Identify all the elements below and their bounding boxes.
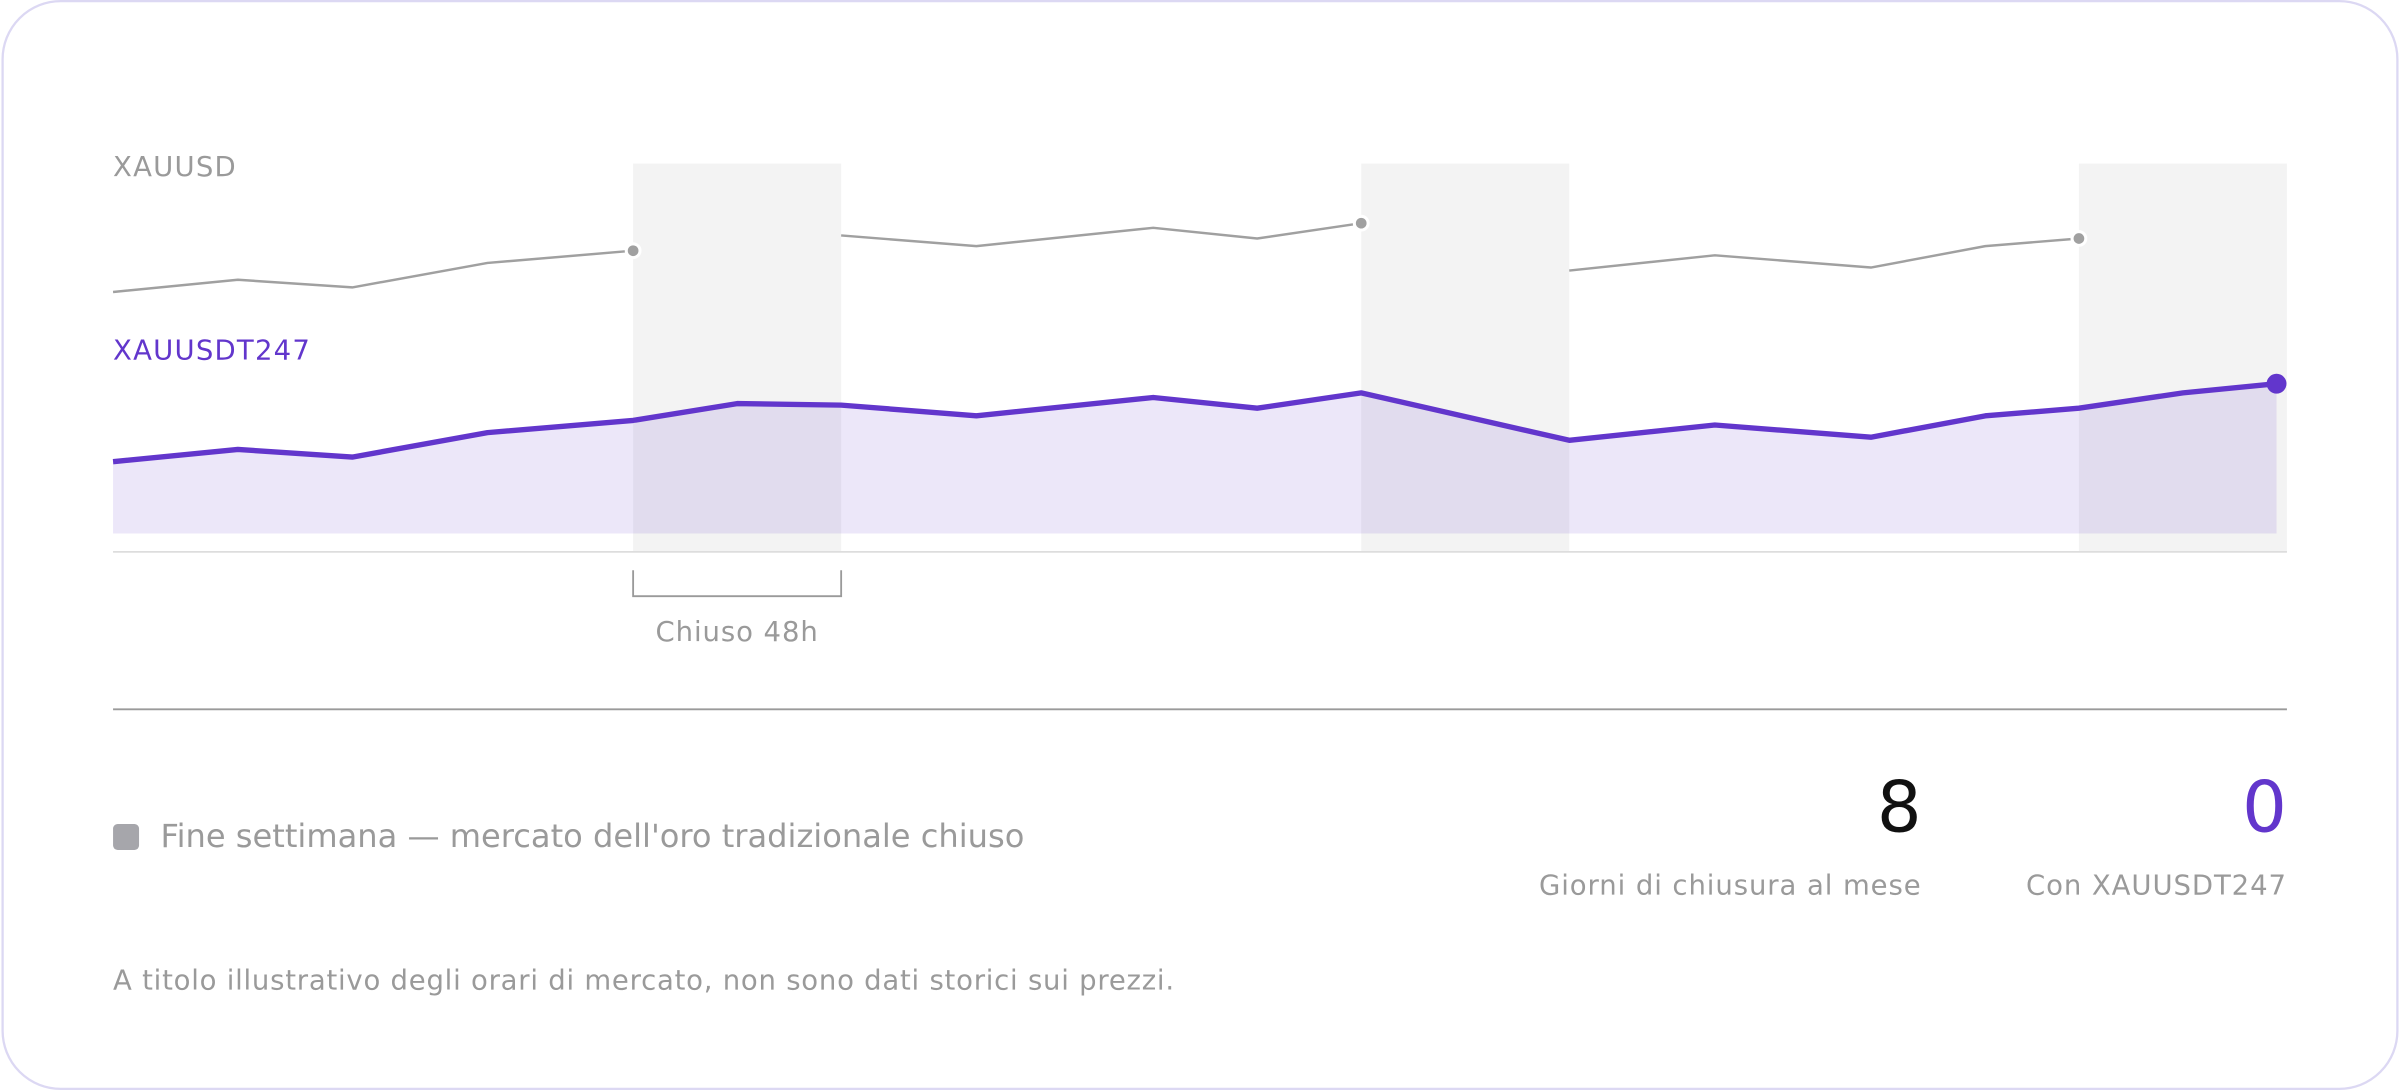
- weekend-band: [2078, 163, 2287, 552]
- stat-label: Con XAUUSDT247: [2026, 870, 2287, 902]
- point: [1352, 214, 1370, 232]
- point: [624, 242, 642, 260]
- bracket: [632, 570, 843, 598]
- point: [2070, 230, 2088, 247]
- point: [2266, 373, 2287, 394]
- legend-swatch: [113, 823, 140, 850]
- chart: XAUUSD XAUUSDT247 Chiuso 48h: [112, 151, 2287, 648]
- legend-text: Fine settimana — mercato dell'oro tradiz…: [160, 817, 1024, 855]
- weekend-band: [1361, 163, 1570, 552]
- series-label: XAUUSDT247: [113, 335, 311, 367]
- line: [841, 221, 1362, 248]
- footnote: A titolo illustrativo degli orari di mer…: [113, 964, 1175, 996]
- line: [112, 249, 634, 294]
- stat-value: 8: [1877, 766, 1922, 848]
- annotation: Chiuso 48h: [656, 616, 819, 648]
- area: [113, 383, 2277, 534]
- series-label: XAUUSD: [113, 151, 237, 183]
- stat-value: 0: [2242, 766, 2287, 848]
- weekend-band: [633, 163, 842, 552]
- stat-label: Giorni di chiusura al mese: [1539, 870, 1922, 902]
- line: [1569, 237, 2080, 272]
- line: [112, 381, 2277, 465]
